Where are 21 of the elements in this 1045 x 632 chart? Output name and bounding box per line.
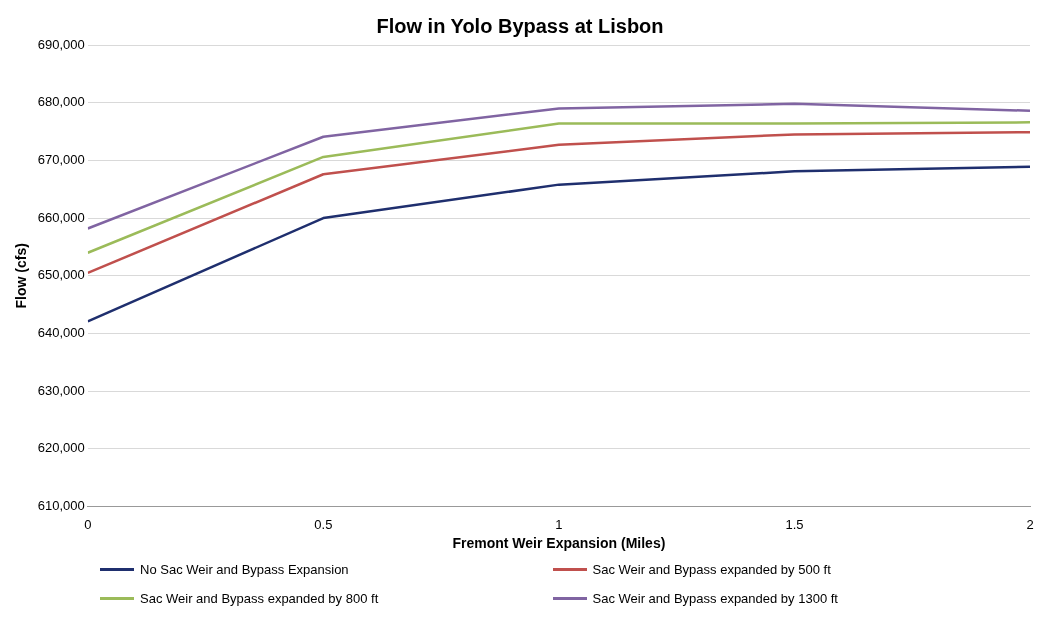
x-tick-label: 0.5 bbox=[314, 516, 333, 532]
y-tick-label: 670,000 bbox=[37, 151, 85, 167]
x-tick-label: 1 bbox=[555, 516, 563, 532]
legend-label: Sac Weir and Bypass expanded by 1300 ft bbox=[592, 591, 838, 606]
y-axis-title: Flow (cfs) bbox=[13, 243, 30, 309]
x-axis-title: Fremont Weir Expansion (Miles) bbox=[452, 535, 666, 552]
y-tick-label: 640,000 bbox=[37, 325, 85, 341]
y-tick-label: 690,000 bbox=[37, 36, 85, 52]
y-tick-label: 660,000 bbox=[37, 209, 85, 225]
chart-title: Flow in Yolo Bypass at Lisbon bbox=[376, 14, 664, 37]
legend-label: Sac Weir and Bypass expanded by 500 ft bbox=[592, 562, 831, 577]
y-tick-label: 620,000 bbox=[37, 440, 85, 456]
x-tick-label: 0 bbox=[84, 516, 92, 532]
legend-label: No Sac Weir and Bypass Expansion bbox=[140, 562, 349, 577]
y-tick-label: 650,000 bbox=[37, 267, 85, 283]
legend-label: Sac Weir and Bypass expanded by 800 ft bbox=[140, 591, 379, 606]
y-tick-label: 610,000 bbox=[37, 498, 85, 514]
y-tick-label: 680,000 bbox=[37, 94, 85, 110]
x-tick-label: 1.5 bbox=[785, 516, 804, 532]
x-tick-label: 2 bbox=[1026, 516, 1034, 532]
y-tick-label: 630,000 bbox=[37, 382, 85, 398]
